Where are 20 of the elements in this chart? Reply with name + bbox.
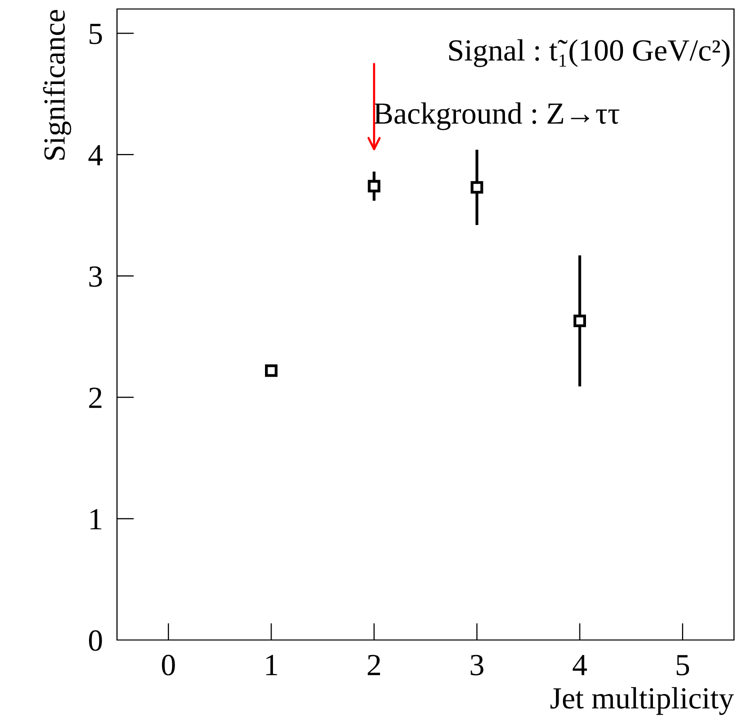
y-tick-label: 0 bbox=[89, 630, 102, 651]
annotation: Signal : t̃₁(100 GeV/c²) bbox=[449, 39, 730, 68]
x-axis-title: Jet multiplicity bbox=[550, 687, 734, 715]
y-tick-label: 2 bbox=[89, 388, 102, 408]
x-tick-label: 0 bbox=[162, 654, 175, 676]
y-axis-title: Significance bbox=[43, 10, 72, 160]
y-tick-label: 1 bbox=[90, 509, 102, 530]
annotation: Background : Z→ττ bbox=[374, 102, 620, 130]
x-tick-label: 5 bbox=[676, 655, 690, 676]
point bbox=[265, 364, 278, 377]
y-tick-label: 4 bbox=[88, 145, 103, 166]
x-tick-label: 1 bbox=[266, 654, 278, 676]
point bbox=[368, 180, 380, 192]
point bbox=[574, 314, 586, 328]
y-tick-label: 3 bbox=[89, 266, 102, 287]
x-tick-label: 3 bbox=[470, 654, 484, 676]
x-tick-label: 2 bbox=[368, 654, 380, 676]
x-tick-label: 4 bbox=[572, 654, 587, 676]
y-tick-label: 5 bbox=[90, 24, 102, 44]
point bbox=[470, 181, 484, 194]
